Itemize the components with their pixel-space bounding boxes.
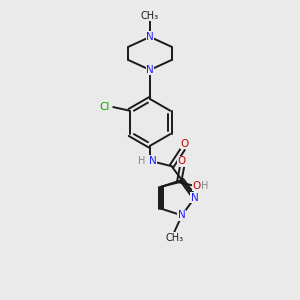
Text: N: N [178, 210, 186, 220]
Text: N: N [146, 65, 154, 75]
Text: CH₃: CH₃ [141, 11, 159, 21]
Text: O: O [180, 139, 189, 149]
Text: N: N [191, 193, 199, 203]
Text: N: N [146, 32, 154, 42]
Text: H: H [202, 181, 209, 191]
Text: Cl: Cl [100, 102, 110, 112]
Text: O: O [177, 156, 186, 166]
Text: CH₃: CH₃ [165, 233, 183, 243]
Text: N: N [148, 156, 156, 166]
Text: H: H [138, 156, 145, 166]
Text: O: O [192, 181, 200, 191]
